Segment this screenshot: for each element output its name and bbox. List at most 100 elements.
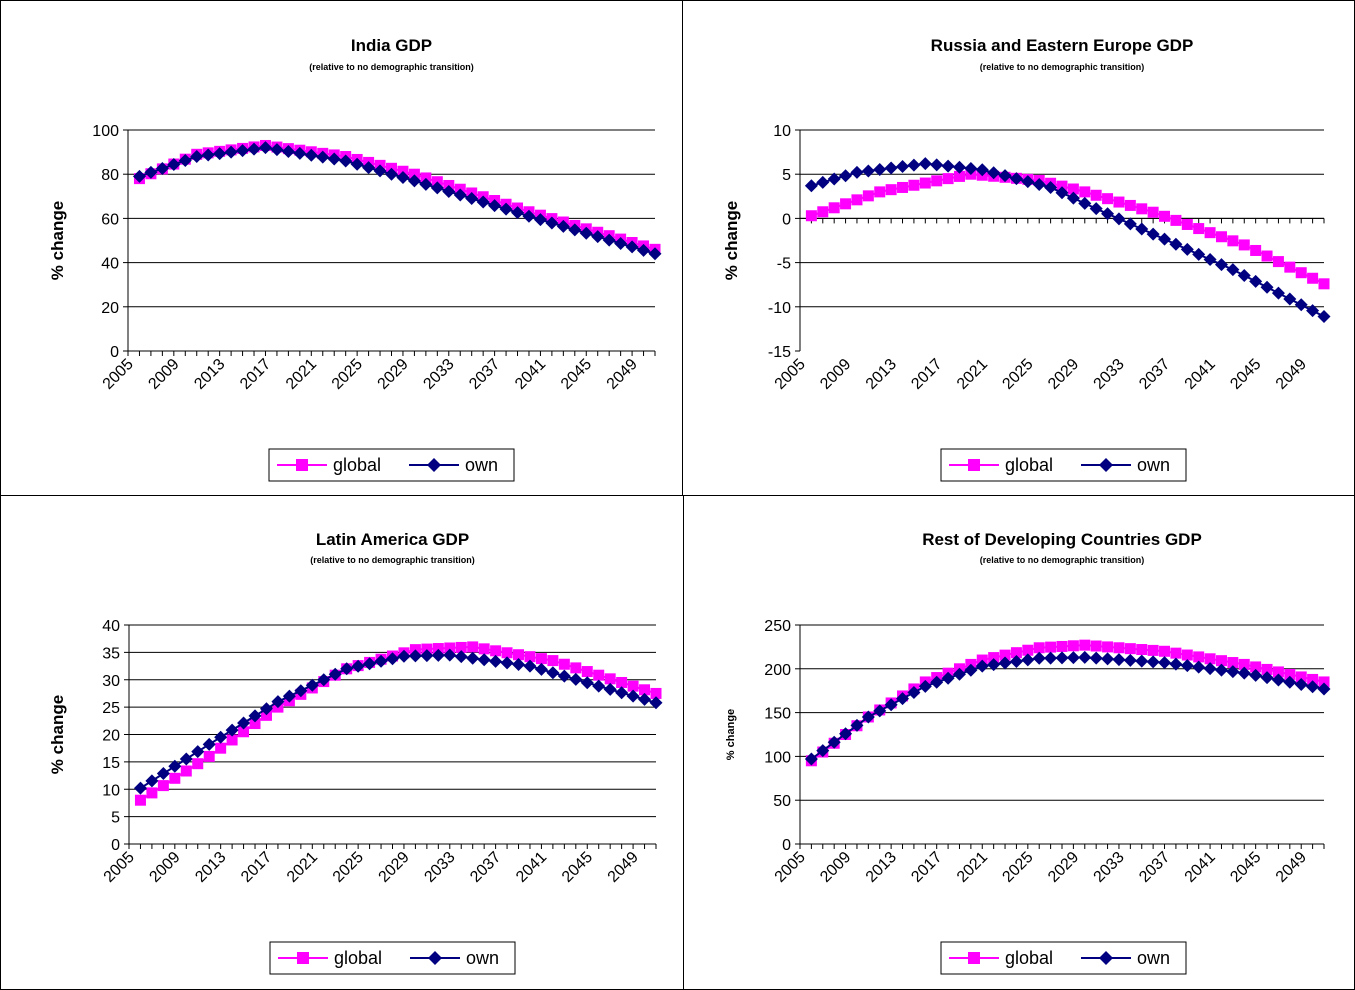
- data-point-own: [1237, 269, 1251, 283]
- x-tick-label: 2041: [513, 849, 550, 886]
- x-tick-label: 2017: [237, 356, 274, 393]
- data-point-global: [1056, 640, 1068, 652]
- data-point-global: [1079, 639, 1091, 651]
- series-line-own: [139, 654, 657, 790]
- data-point-global: [1261, 663, 1273, 675]
- data-point-own: [1203, 662, 1217, 676]
- data-point-own: [167, 157, 181, 171]
- x-tick-label: 2009: [145, 356, 182, 393]
- y-axis-label: % change: [48, 695, 67, 774]
- data-point-global: [1113, 642, 1125, 654]
- series-line-global: [811, 173, 1325, 285]
- y-tick-label: 30: [102, 673, 120, 690]
- series-own: [132, 141, 662, 261]
- data-point-global: [650, 687, 662, 699]
- x-tick-label: 2013: [863, 849, 900, 886]
- data-point-global: [1204, 227, 1216, 239]
- x-tick-label: 2029: [1045, 849, 1082, 886]
- data-point-own: [202, 737, 216, 751]
- data-point-global: [192, 758, 204, 770]
- data-point-global: [1124, 199, 1136, 211]
- data-point-own: [580, 676, 594, 690]
- chart-subtitle: (relative to no demographic transition): [310, 555, 475, 565]
- data-point-own: [144, 165, 158, 179]
- y-tick-label: 100: [764, 749, 791, 766]
- data-point-own: [1294, 677, 1308, 691]
- data-point-own: [1192, 247, 1206, 261]
- data-point-global: [1181, 218, 1193, 230]
- data-point-own: [884, 698, 898, 712]
- data-point-own: [1032, 178, 1046, 192]
- x-tick-label: 2005: [101, 849, 138, 886]
- data-point-global: [627, 680, 639, 692]
- data-point-own: [1021, 175, 1035, 189]
- data-point-global: [146, 787, 158, 799]
- data-point-own: [236, 144, 250, 158]
- data-point-own: [649, 696, 663, 710]
- x-tick-label: 2021: [283, 356, 320, 393]
- data-point-global: [616, 676, 628, 688]
- data-point-own: [975, 163, 989, 177]
- series-global: [805, 168, 1330, 290]
- x-tick-label: 2049: [1273, 356, 1310, 393]
- legend-label-global: global: [334, 948, 382, 968]
- data-point-own: [214, 730, 228, 744]
- x-tick-label: 2025: [999, 356, 1036, 393]
- x-tick-label: 2009: [146, 849, 183, 886]
- data-point-own: [431, 648, 445, 662]
- data-point-own: [1066, 651, 1080, 665]
- data-point-own: [1306, 304, 1320, 318]
- y-tick-label: -15: [768, 344, 791, 361]
- data-point-own: [638, 692, 652, 706]
- x-tick-label: 2005: [100, 356, 137, 393]
- data-point-global: [581, 666, 593, 678]
- data-point-own: [191, 745, 205, 759]
- data-point-own: [1283, 675, 1297, 689]
- data-point-global: [1113, 196, 1125, 208]
- data-point-own: [1009, 654, 1023, 668]
- data-point-global: [897, 181, 909, 193]
- data-point-global: [805, 210, 817, 222]
- data-point-global: [408, 168, 420, 180]
- legend-label-own: own: [1137, 455, 1170, 475]
- data-point-global: [1033, 642, 1045, 654]
- data-point-global: [157, 780, 169, 792]
- data-point-own: [1135, 222, 1149, 236]
- legend-marker-own: [1099, 458, 1113, 472]
- data-point-global: [1204, 653, 1216, 665]
- data-point-own: [1021, 653, 1035, 667]
- data-point-own: [1260, 280, 1274, 294]
- legend-marker-own: [427, 458, 441, 472]
- y-tick-label: -5: [777, 256, 791, 273]
- data-point-global: [1170, 647, 1182, 659]
- x-tick-label: 2021: [954, 849, 991, 886]
- data-point-global: [1227, 657, 1239, 669]
- data-point-own: [1089, 651, 1103, 665]
- data-point-global: [1102, 641, 1114, 653]
- data-point-global: [1147, 644, 1159, 656]
- x-tick-label: 2049: [1273, 849, 1310, 886]
- data-point-global: [851, 194, 863, 206]
- data-point-own: [304, 148, 318, 162]
- legend-label-global: global: [1005, 948, 1053, 968]
- y-tick-label: 20: [101, 300, 119, 317]
- data-point-own: [1192, 660, 1206, 674]
- data-point-global: [840, 198, 852, 210]
- data-point-global: [999, 649, 1011, 661]
- data-point-own: [1055, 186, 1069, 200]
- data-point-own: [930, 675, 944, 689]
- y-tick-label: 0: [110, 344, 119, 361]
- data-point-global: [249, 718, 261, 730]
- data-point-global: [238, 726, 250, 738]
- data-point-own: [804, 179, 818, 193]
- data-point-own: [827, 172, 841, 186]
- data-point-global: [1272, 666, 1284, 678]
- data-point-own: [591, 230, 605, 244]
- data-point-own: [247, 142, 261, 156]
- data-point-global: [524, 651, 536, 663]
- data-point-own: [522, 209, 536, 223]
- data-point-own: [987, 166, 1001, 180]
- y-tick-label: 0: [782, 837, 791, 854]
- y-axis-label: % change: [722, 201, 741, 280]
- x-tick-label: 2033: [420, 356, 457, 393]
